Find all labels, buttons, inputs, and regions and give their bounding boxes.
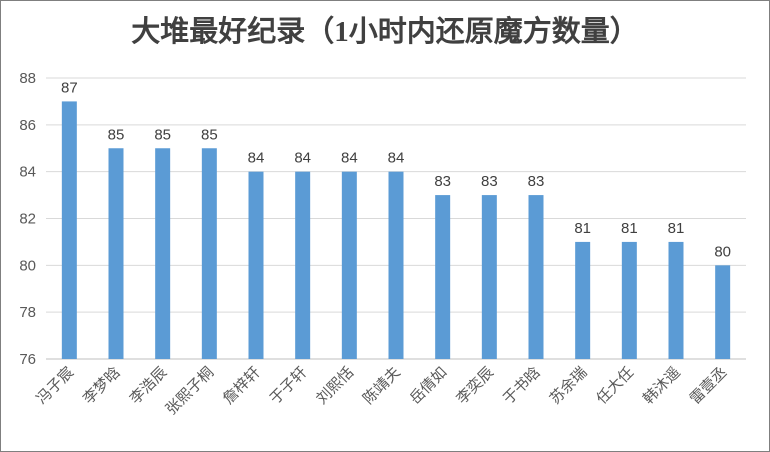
x-tick-label: 李梦晗	[79, 363, 124, 408]
x-tick-label: 苏余瑞	[546, 363, 591, 408]
x-tick-label: 于书晗	[499, 363, 544, 408]
data-label: 85	[154, 126, 171, 143]
data-label: 81	[621, 220, 638, 237]
y-tick-label: 76	[19, 351, 36, 368]
x-tick-label: 刘熙恬	[313, 363, 358, 408]
y-tick-label: 88	[19, 70, 36, 87]
bar	[201, 148, 217, 359]
y-axis-ticks: 76 78 80 82 84 86 88	[19, 70, 36, 368]
data-label: 84	[294, 150, 311, 167]
x-tick-label: 韩沐遥	[639, 363, 684, 408]
data-label: 85	[108, 126, 125, 143]
bar	[528, 195, 544, 359]
bar	[295, 171, 311, 359]
x-tick-label: 李奕辰	[453, 363, 498, 408]
x-tick-label: 李浩辰	[126, 363, 171, 408]
data-label: 83	[434, 173, 451, 190]
bar	[481, 195, 497, 359]
bar	[155, 148, 171, 359]
x-tick-label: 岳倩如	[406, 363, 451, 408]
x-tick-label: 陈靖夫	[359, 363, 404, 408]
data-label: 81	[574, 220, 591, 237]
bar	[61, 101, 77, 360]
x-tick-label: 任大任	[593, 363, 638, 408]
chart-title: 大堆最好纪录（1小时内还原魔方数量）	[131, 14, 639, 48]
data-labels: 87 85 85 85 84 84 84 84 83 83 83 81 81 81 80	[61, 79, 731, 260]
bars	[61, 101, 731, 360]
bar	[388, 171, 404, 359]
bar	[108, 148, 124, 359]
bar	[435, 195, 451, 359]
bar	[341, 171, 357, 359]
data-label: 83	[481, 173, 498, 190]
bar	[715, 265, 731, 359]
y-tick-label: 86	[19, 117, 36, 134]
x-tick-label: 于子轩	[266, 363, 311, 408]
data-label: 85	[201, 126, 218, 143]
x-tick-label: 雷壹丞	[686, 363, 731, 408]
bar	[621, 241, 637, 359]
bar	[575, 241, 591, 359]
x-tick-label: 詹梓轩	[219, 363, 264, 408]
data-label: 84	[341, 150, 358, 167]
y-tick-label: 82	[19, 211, 36, 228]
y-tick-label: 84	[19, 164, 36, 181]
x-tick-label: 冯子宸	[33, 363, 78, 408]
bar	[248, 171, 264, 359]
data-label: 84	[248, 150, 265, 167]
y-tick-label: 78	[19, 304, 36, 321]
bar	[668, 241, 684, 359]
data-label: 83	[528, 173, 545, 190]
data-label: 80	[714, 243, 731, 260]
y-tick-label: 80	[19, 257, 36, 274]
x-tick-label: 张熙子桐	[162, 363, 217, 418]
data-label: 81	[668, 220, 685, 237]
data-label: 84	[388, 150, 405, 167]
data-label: 87	[61, 79, 78, 96]
